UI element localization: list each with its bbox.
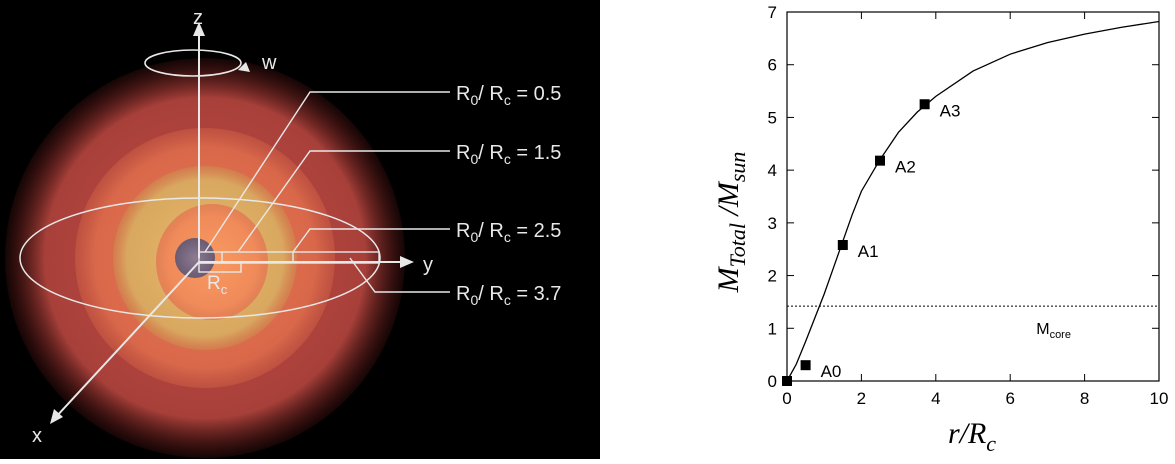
x-axis-title: r/Rc — [948, 417, 996, 456]
data-label-A3: A3 — [940, 101, 961, 120]
radius-label-2.5: R0/ Rc = 2.5 — [456, 220, 561, 245]
data-point-A1 — [837, 239, 848, 250]
data-point-A0 — [800, 360, 811, 371]
mass-profile-chart: MTotal /Msun r/Rc 0 2 4 6 8 10 0 1 2 3 4 5 6 7 Mcore A0… — [700, 0, 1175, 459]
y-axis-title: MTotal /Msun — [712, 152, 750, 294]
chart-canvas: MTotal /Msun r/Rc 0 2 4 6 8 10 0 1 2 3 4 5 6 7 Mcore A0… — [712, 3, 1169, 456]
x-axis-line — [54, 261, 200, 419]
plot-frame — [786, 11, 1160, 382]
y-axis-arrow-icon — [400, 256, 414, 268]
core-mass-label: Mcore — [1036, 321, 1071, 341]
x-tick-label: 8 — [1080, 389, 1089, 408]
leader-line-0.5 — [204, 91, 450, 253]
x-tick-label: 4 — [931, 389, 940, 408]
x-tick-label: 0 — [782, 389, 791, 408]
radius-label-3.7: R0/ Rc = 3.7 — [456, 283, 561, 308]
leader-line-2.5 — [292, 228, 450, 253]
core-sphere — [175, 238, 215, 278]
rotation-arrow-icon — [238, 62, 250, 72]
data-point-A3 — [919, 99, 930, 110]
x-axis-arrow-icon — [50, 409, 63, 424]
y-tick-label: 2 — [768, 267, 777, 286]
radius-label-0.5: R0/ Rc = 0.5 — [456, 83, 561, 108]
data-point-A2 — [875, 155, 885, 166]
z-axis-label: z — [193, 7, 203, 29]
z-axis-arrow-icon — [193, 22, 205, 36]
w-label: w — [261, 52, 277, 74]
radius-label-1.5: R0/ Rc = 1.5 — [456, 142, 561, 167]
x-tick-label: 6 — [1005, 389, 1014, 408]
data-label-A0: A0 — [821, 362, 842, 381]
data-label-A2: A2 — [895, 158, 916, 177]
radius-bar-outer — [198, 251, 380, 264]
radius-bar-core — [198, 262, 242, 273]
y-tick-label: 1 — [768, 319, 777, 338]
diagram-canvas: z w y x Rc R0/ Rc = 0.5 R0/ Rc = 1.5 — [5, 7, 561, 458]
y-tick-label: 0 — [768, 372, 777, 391]
rotation-ellipse — [144, 49, 242, 77]
y-axis-label: y — [423, 254, 433, 276]
y-tick-label: 7 — [768, 3, 777, 22]
y-tick-label: 3 — [768, 214, 777, 233]
data-point-origin — [782, 376, 792, 386]
x-tick-label: 2 — [857, 389, 866, 408]
y-tick-label: 4 — [768, 161, 777, 180]
leader-line-1.5 — [237, 150, 450, 253]
core-radius-label: Rc — [207, 273, 228, 297]
mass-curve-line — [786, 20, 1160, 382]
y-tick-label: 6 — [768, 56, 777, 75]
x-axis-label: x — [32, 425, 42, 447]
x-tick-label: 10 — [1150, 389, 1169, 408]
star-structure-diagram: z w y x Rc R0/ Rc = 0.5 R0/ Rc = 1.5 — [0, 0, 600, 459]
data-label-A1: A1 — [858, 242, 879, 261]
leader-line-3.7 — [349, 257, 450, 293]
y-tick-label: 5 — [768, 108, 777, 127]
